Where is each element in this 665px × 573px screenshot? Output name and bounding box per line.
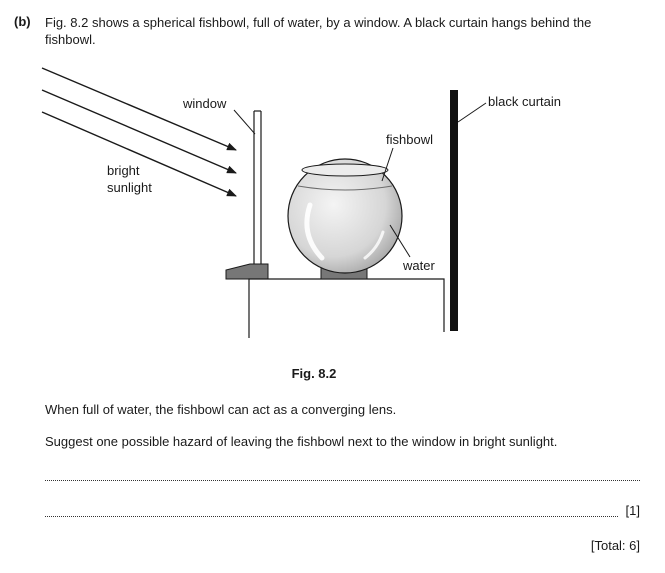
sunlight-ray <box>41 67 237 151</box>
window-pane <box>253 110 262 266</box>
sunlight-rays <box>41 67 237 197</box>
fishbowl-diagram: window bright sunlight fishbowl water bl… <box>41 67 561 338</box>
black-curtain <box>450 90 458 331</box>
black-curtain-label: black curtain <box>488 94 561 109</box>
water-label: water <box>402 258 435 273</box>
water-leader-line <box>389 224 411 258</box>
figure-caption: Fig. 8.2 <box>291 366 337 381</box>
sunlight-label: sunlight <box>107 180 152 195</box>
question-part-label: (b) <box>14 14 31 29</box>
window-sill <box>225 263 269 280</box>
question-intro: Fig. 8.2 shows a spherical fishbowl, ful… <box>45 15 592 47</box>
curtain-leader-line <box>457 102 487 123</box>
fishbowl-leader-line <box>381 147 394 182</box>
statement-text: When full of water, the fishbowl can act… <box>45 402 397 417</box>
answer-line-2[interactable] <box>45 502 618 517</box>
window-leader-line <box>233 109 256 135</box>
marks-label: [1] <box>625 503 640 518</box>
fishbowl <box>287 158 403 274</box>
answer-line-1[interactable] <box>45 466 640 481</box>
table <box>248 278 445 338</box>
sunlight-ray <box>41 111 237 197</box>
bright-label: bright <box>107 163 140 178</box>
fishbowl-label: fishbowl <box>386 132 433 147</box>
total-marks: [Total: 6] <box>590 538 640 553</box>
task-text: Suggest one possible hazard of leaving t… <box>45 434 558 449</box>
sunlight-ray <box>41 89 237 174</box>
window-label: window <box>182 96 227 111</box>
